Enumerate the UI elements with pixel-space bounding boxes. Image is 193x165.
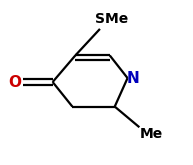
Text: SMe: SMe (95, 12, 128, 26)
Text: Me: Me (140, 127, 163, 141)
Text: O: O (9, 75, 22, 89)
Text: N: N (127, 71, 140, 86)
